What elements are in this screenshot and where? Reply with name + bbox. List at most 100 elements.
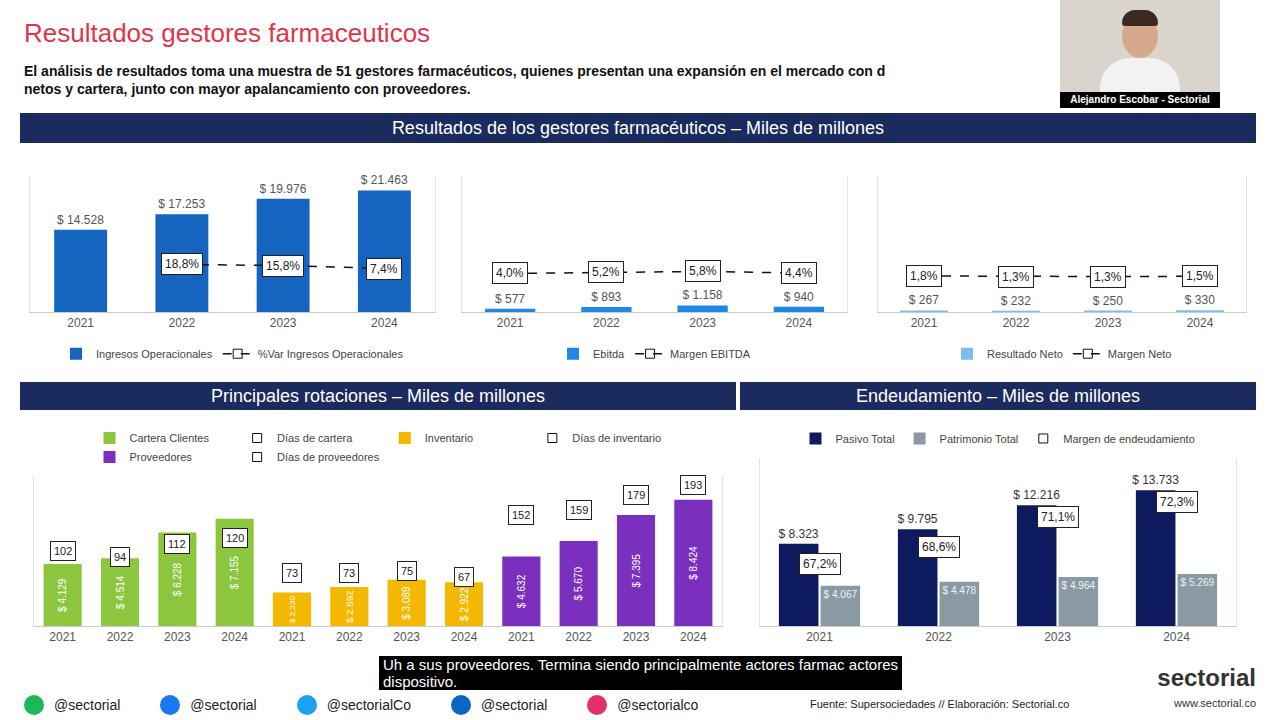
svg-text:5,8%: 5,8% bbox=[689, 264, 717, 278]
svg-text:1,3%: 1,3% bbox=[1094, 270, 1122, 284]
svg-text:$ 940: $ 940 bbox=[784, 290, 814, 304]
svg-text:Proveedores: Proveedores bbox=[130, 451, 193, 463]
svg-text:$ 232: $ 232 bbox=[1001, 294, 1031, 308]
svg-text:2021: 2021 bbox=[911, 316, 938, 330]
svg-text:$ 5.269: $ 5.269 bbox=[1181, 577, 1215, 588]
svg-text:2024: 2024 bbox=[680, 630, 707, 644]
svg-text:$ 330: $ 330 bbox=[1185, 293, 1215, 307]
svg-text:2024: 2024 bbox=[451, 630, 478, 644]
svg-text:$ 1.158: $ 1.158 bbox=[682, 288, 722, 302]
svg-text:2021: 2021 bbox=[508, 630, 535, 644]
svg-text:$ 9.795: $ 9.795 bbox=[897, 512, 937, 526]
svg-text:152: 152 bbox=[512, 509, 530, 521]
svg-text:$ 4.478: $ 4.478 bbox=[943, 585, 977, 596]
svg-text:71,1%: 71,1% bbox=[1041, 510, 1075, 524]
svg-text:$ 19.976: $ 19.976 bbox=[260, 182, 307, 196]
svg-text:15,8%: 15,8% bbox=[266, 259, 300, 273]
svg-text:Patrimonio Total: Patrimonio Total bbox=[940, 433, 1019, 445]
svg-text:$ 250: $ 250 bbox=[1093, 294, 1123, 308]
svg-text:2021: 2021 bbox=[49, 630, 76, 644]
svg-text:$ 13.733: $ 13.733 bbox=[1132, 473, 1179, 487]
svg-text:2023: 2023 bbox=[623, 630, 650, 644]
svg-text:73: 73 bbox=[286, 567, 298, 579]
svg-text:2024: 2024 bbox=[371, 316, 398, 330]
svg-text:102: 102 bbox=[54, 545, 72, 557]
svg-text:Días de inventario: Días de inventario bbox=[572, 432, 661, 444]
svg-text:$ 7.395: $ 7.395 bbox=[631, 554, 642, 588]
svg-text:2023: 2023 bbox=[393, 630, 420, 644]
svg-text:Margen EBITDA: Margen EBITDA bbox=[670, 348, 751, 360]
svg-text:2024: 2024 bbox=[786, 316, 813, 330]
svg-text:$ 3.089: $ 3.089 bbox=[401, 586, 412, 620]
svg-text:179: 179 bbox=[627, 489, 645, 501]
svg-text:$ 4.632: $ 4.632 bbox=[516, 574, 527, 608]
svg-text:Pasivo Total: Pasivo Total bbox=[836, 433, 895, 445]
svg-text:$ 6.228: $ 6.228 bbox=[172, 562, 183, 596]
svg-text:$ 893: $ 893 bbox=[591, 290, 621, 304]
svg-text:2021: 2021 bbox=[67, 316, 94, 330]
svg-text:Ingresos Operacionales: Ingresos Operacionales bbox=[96, 348, 213, 360]
svg-text:$ 8.323: $ 8.323 bbox=[778, 527, 818, 541]
svg-text:$ 577: $ 577 bbox=[495, 292, 525, 306]
svg-text:$ 17.253: $ 17.253 bbox=[158, 197, 205, 211]
svg-text:159: 159 bbox=[570, 504, 588, 516]
svg-text:2022: 2022 bbox=[925, 630, 952, 644]
svg-text:2021: 2021 bbox=[497, 316, 524, 330]
svg-text:72,3%: 72,3% bbox=[1160, 495, 1194, 509]
svg-text:$ 2.592: $ 2.592 bbox=[344, 591, 355, 623]
svg-text:2023: 2023 bbox=[1095, 316, 1122, 330]
svg-text:2023: 2023 bbox=[1044, 630, 1071, 644]
svg-text:2024: 2024 bbox=[221, 630, 248, 644]
svg-text:2022: 2022 bbox=[107, 630, 134, 644]
svg-text:2023: 2023 bbox=[164, 630, 191, 644]
svg-text:Margen de endeudamiento: Margen de endeudamiento bbox=[1063, 433, 1194, 445]
svg-text:$ 4.514: $ 4.514 bbox=[115, 575, 126, 609]
svg-text:$ 267: $ 267 bbox=[909, 293, 939, 307]
svg-text:%Var Ingresos Operacionales: %Var Ingresos Operacionales bbox=[258, 348, 404, 360]
svg-text:7,4%: 7,4% bbox=[370, 262, 398, 276]
svg-text:Cartera Clientes: Cartera Clientes bbox=[130, 432, 210, 444]
svg-text:18,8%: 18,8% bbox=[165, 257, 199, 271]
svg-text:193: 193 bbox=[684, 479, 702, 491]
svg-text:75: 75 bbox=[401, 565, 413, 577]
svg-text:2022: 2022 bbox=[1003, 316, 1030, 330]
svg-text:Ebitda: Ebitda bbox=[593, 348, 625, 360]
svg-text:1,3%: 1,3% bbox=[1002, 270, 1030, 284]
svg-text:Días de proveedores: Días de proveedores bbox=[277, 451, 380, 463]
svg-text:1,5%: 1,5% bbox=[1186, 269, 1214, 283]
svg-text:2024: 2024 bbox=[1163, 630, 1190, 644]
svg-text:$ 7.155: $ 7.155 bbox=[229, 555, 240, 589]
svg-text:2022: 2022 bbox=[593, 316, 620, 330]
svg-text:$ 21.463: $ 21.463 bbox=[361, 173, 408, 187]
svg-text:$ 2.230: $ 2.230 bbox=[288, 595, 297, 623]
svg-text:2021: 2021 bbox=[279, 630, 306, 644]
svg-text:67: 67 bbox=[458, 571, 470, 583]
svg-text:67,2%: 67,2% bbox=[803, 557, 837, 571]
svg-text:$ 4.067: $ 4.067 bbox=[824, 589, 858, 600]
svg-text:$ 8.424: $ 8.424 bbox=[688, 546, 699, 580]
svg-text:2021: 2021 bbox=[806, 630, 833, 644]
svg-text:94: 94 bbox=[114, 551, 126, 563]
svg-text:2022: 2022 bbox=[169, 316, 196, 330]
svg-text:$ 4.129: $ 4.129 bbox=[57, 578, 68, 612]
svg-text:5,2%: 5,2% bbox=[592, 265, 620, 279]
svg-text:2023: 2023 bbox=[689, 316, 716, 330]
svg-text:120: 120 bbox=[226, 532, 244, 544]
svg-text:112: 112 bbox=[168, 538, 186, 550]
svg-text:4,0%: 4,0% bbox=[496, 266, 524, 280]
svg-text:68,6%: 68,6% bbox=[922, 540, 956, 554]
svg-text:73: 73 bbox=[343, 567, 355, 579]
svg-text:2022: 2022 bbox=[565, 630, 592, 644]
svg-text:2024: 2024 bbox=[1187, 316, 1214, 330]
svg-text:$ 5.670: $ 5.670 bbox=[573, 567, 584, 601]
svg-text:Inventario: Inventario bbox=[425, 432, 473, 444]
svg-text:1,8%: 1,8% bbox=[910, 269, 938, 283]
svg-text:Días de cartera: Días de cartera bbox=[277, 432, 353, 444]
svg-text:$ 4.964: $ 4.964 bbox=[1062, 580, 1096, 591]
svg-text:2023: 2023 bbox=[270, 316, 297, 330]
svg-text:2022: 2022 bbox=[336, 630, 363, 644]
svg-text:Margen Neto: Margen Neto bbox=[1108, 348, 1172, 360]
svg-text:$ 14.528: $ 14.528 bbox=[57, 213, 104, 227]
svg-text:$ 2.922: $ 2.922 bbox=[459, 587, 470, 621]
svg-text:4,4%: 4,4% bbox=[785, 266, 813, 280]
